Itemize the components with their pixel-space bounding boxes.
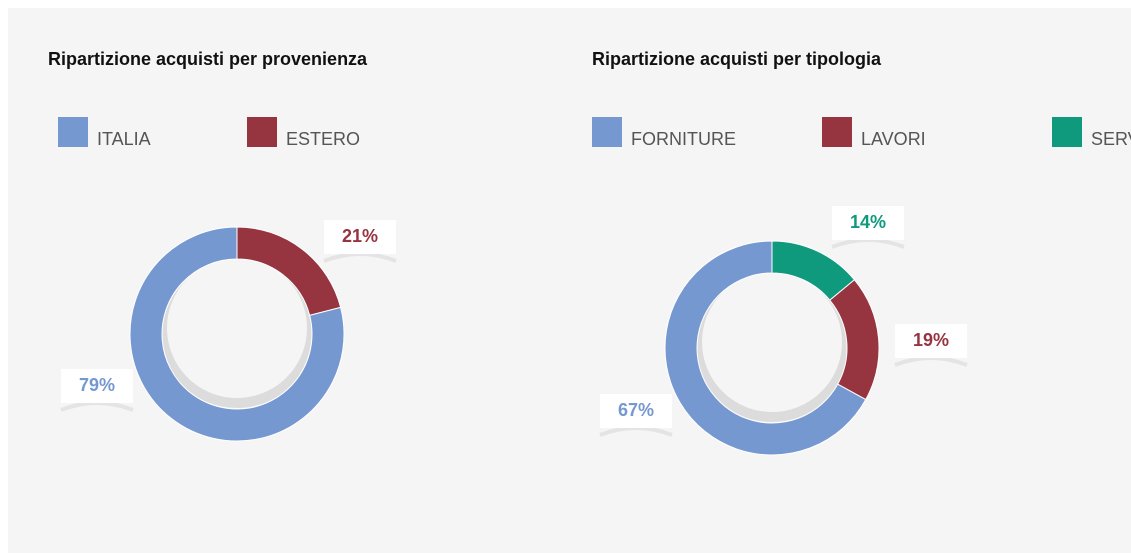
legend-swatch: [592, 117, 622, 147]
legend-swatch: [247, 117, 277, 147]
donut-slice: [129, 226, 345, 442]
data-label: 67%: [618, 400, 654, 420]
label-box: [61, 369, 133, 403]
legend-label: FORNITURE: [631, 129, 736, 149]
chart-title: Ripartizione acquisti per provenienza: [48, 49, 368, 69]
legend-label: LAVORI: [861, 129, 926, 149]
label-box: [832, 206, 904, 240]
panel: [8, 8, 1131, 553]
label-shadow: [894, 356, 968, 367]
label-box: [600, 394, 672, 428]
label-shadow: [831, 238, 905, 249]
legend-swatch: [822, 117, 852, 147]
legend-label: SERVIZI: [1091, 129, 1131, 149]
data-label: 14%: [850, 212, 886, 232]
legend-label: ESTERO: [286, 129, 360, 149]
data-label: 79%: [79, 375, 115, 395]
label-box: [895, 324, 967, 358]
label-shadow: [323, 252, 397, 263]
chart-title: Ripartizione acquisti per tipologia: [592, 49, 882, 69]
label-box: [324, 220, 396, 254]
legend-swatch: [58, 117, 88, 147]
label-shadow: [599, 426, 673, 437]
legend-swatch: [1052, 117, 1082, 147]
data-label: 21%: [342, 226, 378, 246]
legend-label: ITALIA: [97, 129, 151, 149]
label-shadow: [60, 401, 134, 412]
data-label: 19%: [913, 330, 949, 350]
donut-slice: [664, 240, 867, 456]
